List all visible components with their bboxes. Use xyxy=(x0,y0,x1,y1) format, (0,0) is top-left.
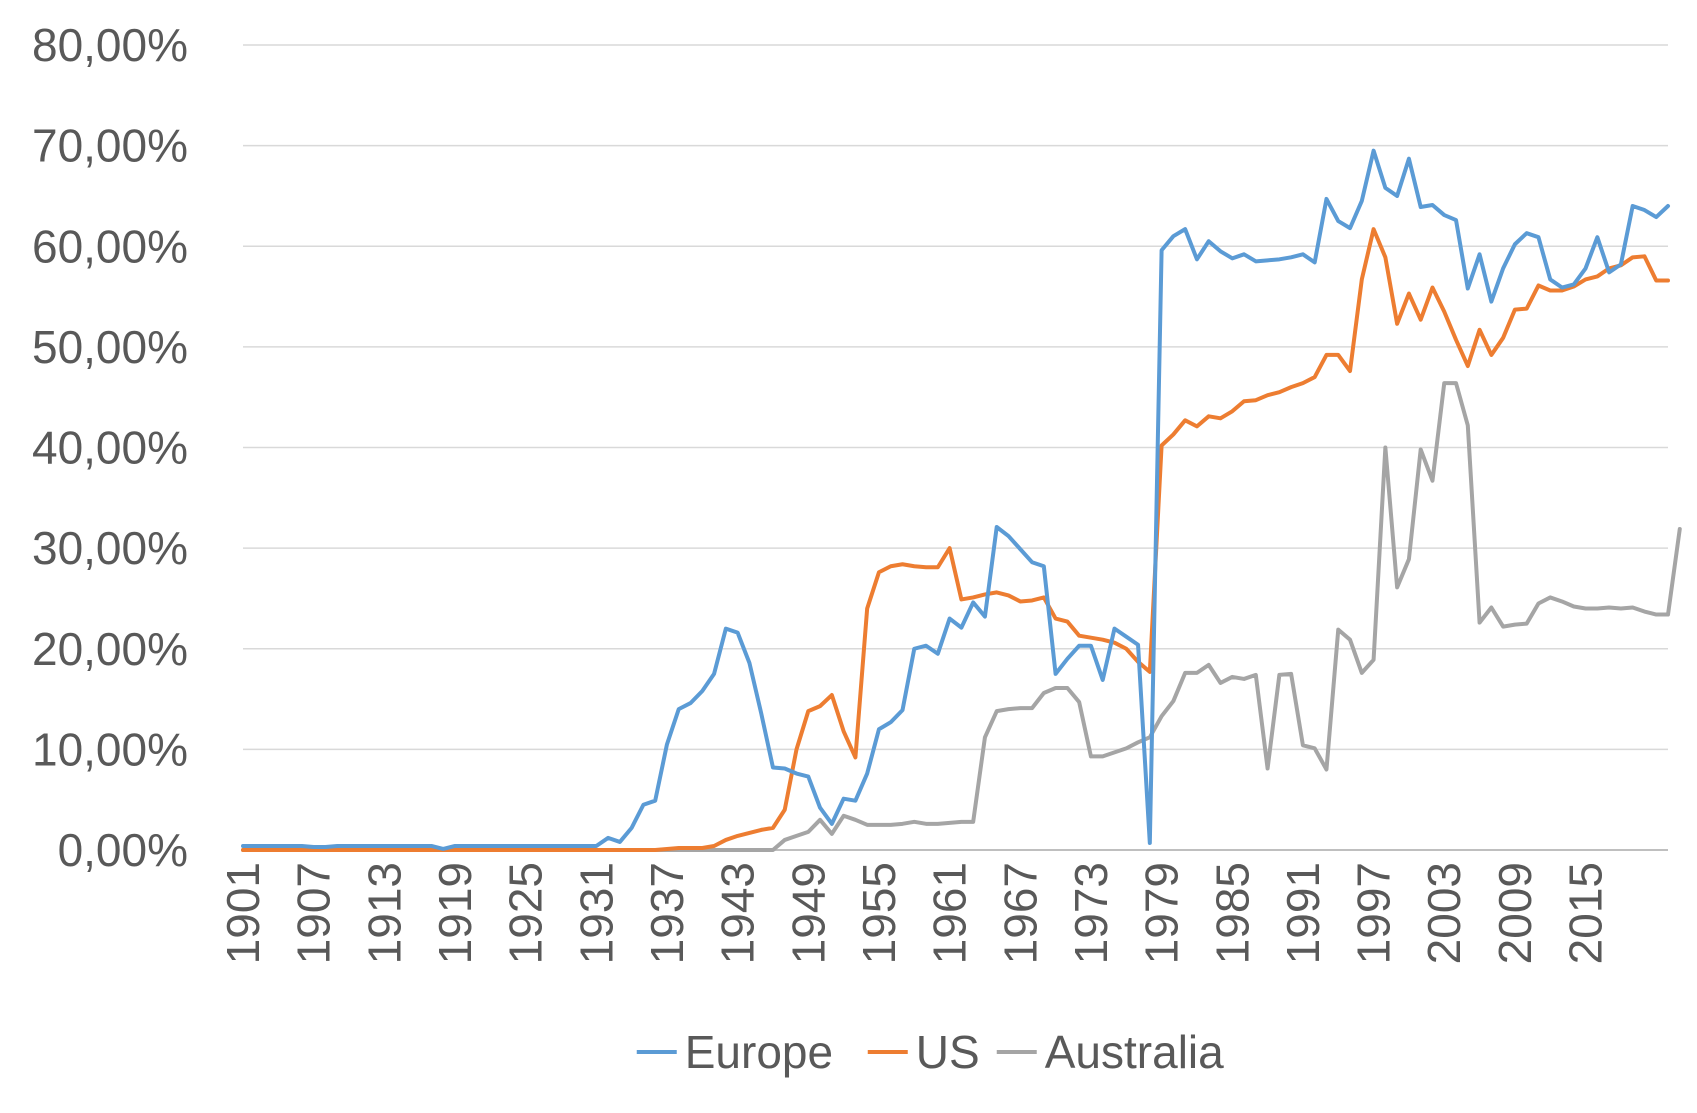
x-tick-label: 1979 xyxy=(1136,862,1188,964)
x-tick-label: 1949 xyxy=(782,862,834,964)
x-tick-label: 1991 xyxy=(1277,862,1329,964)
y-tick-label: 0,00% xyxy=(58,824,188,876)
legend-label: Australia xyxy=(1045,1026,1224,1078)
legend-label: US xyxy=(916,1026,980,1078)
x-tick-label: 2009 xyxy=(1489,862,1541,964)
y-tick-label: 30,00% xyxy=(32,522,188,574)
x-tick-label: 1937 xyxy=(641,862,693,964)
y-tick-label: 10,00% xyxy=(32,723,188,775)
series-us xyxy=(241,227,1670,852)
x-axis-tick-labels: 1901 1907 1913 1919 1925 1931 1937 1943 1949 1955… xyxy=(217,862,1612,964)
series-europe xyxy=(241,148,1670,851)
legend-item-europe: Europe xyxy=(636,1026,833,1078)
x-tick-label: 1943 xyxy=(712,862,764,964)
x-tick-label: 2015 xyxy=(1560,862,1612,964)
x-tick-label: 1961 xyxy=(924,862,976,964)
x-tick-label: 1919 xyxy=(429,862,481,964)
y-tick-label: 70,00% xyxy=(32,120,188,172)
x-tick-label: 1973 xyxy=(1065,862,1117,964)
x-tick-label: 1967 xyxy=(994,862,1046,964)
legend-label: Europe xyxy=(685,1026,833,1078)
series-line-australia xyxy=(241,381,1682,852)
series-line-europe xyxy=(241,148,1670,851)
x-tick-label: 1925 xyxy=(500,862,552,964)
x-tick-label: 1931 xyxy=(570,862,622,964)
x-tick-label: 1901 xyxy=(217,862,269,964)
y-tick-label: 20,00% xyxy=(32,623,188,675)
series-australia xyxy=(241,381,1682,852)
x-tick-label: 1913 xyxy=(358,862,410,964)
x-tick-label: 2003 xyxy=(1418,862,1470,964)
y-tick-label: 60,00% xyxy=(32,220,188,272)
grid-lines xyxy=(243,44,1668,751)
x-tick-label: 1997 xyxy=(1348,862,1400,964)
legend: Europe US Australia xyxy=(636,1026,1224,1078)
y-tick-label: 40,00% xyxy=(32,422,188,474)
series-line-us xyxy=(241,227,1670,852)
legend-item-australia: Australia xyxy=(996,1026,1224,1078)
series-lines xyxy=(241,148,1682,852)
legend-item-us: US xyxy=(867,1026,980,1078)
y-tick-label: 80,00% xyxy=(32,19,188,71)
x-tick-label: 1955 xyxy=(853,862,905,964)
y-axis-tick-labels: 0,00% 10,00% 20,00% 30,00% 40,00% 50,00% 60,00… xyxy=(32,19,188,876)
y-tick-label: 50,00% xyxy=(32,321,188,373)
x-tick-label: 1985 xyxy=(1206,862,1258,964)
x-tick-label: 1907 xyxy=(288,862,340,964)
